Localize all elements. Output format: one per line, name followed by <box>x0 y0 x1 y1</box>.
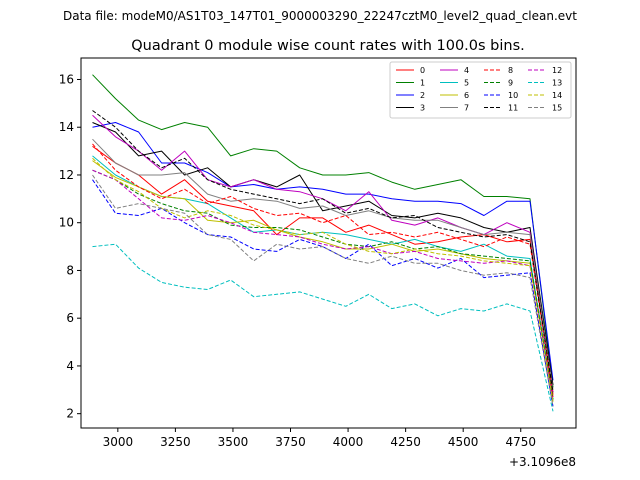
x-axis: 3000 3250 3500 3750 4000 4250 4500 4750 <box>103 428 536 449</box>
axes-frame <box>80 57 577 429</box>
legend-label-12: 12 <box>552 66 562 75</box>
x-tick-label: 4750 <box>505 435 536 449</box>
legend-label-9: 9 <box>508 79 513 88</box>
series-line-2 <box>92 122 554 381</box>
x-tick-label: 3750 <box>275 435 306 449</box>
legend-label-15: 15 <box>552 104 562 113</box>
y-tick-label: 6 <box>66 311 74 325</box>
x-tick-label: 4000 <box>333 435 364 449</box>
y-tick-label: 12 <box>59 168 74 182</box>
x-tick-label: 3250 <box>160 435 191 449</box>
y-tick-label: 2 <box>66 407 74 421</box>
y-axis: 2 4 6 8 10 12 14 16 <box>59 72 81 421</box>
series-line-7 <box>92 138 554 390</box>
suptitle: Data file: modeM0/AS1T03_147T01_90000032… <box>63 9 577 23</box>
legend-label-2: 2 <box>420 91 425 100</box>
series-line-8 <box>92 143 554 398</box>
y-tick-label: 16 <box>59 72 74 86</box>
series-lines <box>92 74 554 412</box>
y-tick-label: 4 <box>66 359 74 373</box>
y-tick-label: 10 <box>59 216 74 230</box>
y-tick-label: 8 <box>66 263 74 277</box>
legend-label-3: 3 <box>420 104 425 113</box>
legend-label-13: 13 <box>552 79 562 88</box>
series-line-12 <box>92 169 554 402</box>
legend-label-4: 4 <box>464 66 469 75</box>
legend-label-11: 11 <box>508 104 518 113</box>
legend-label-5: 5 <box>464 79 469 88</box>
x-tick-label: 4250 <box>390 435 421 449</box>
x-tick-label: 4500 <box>448 435 479 449</box>
legend-label-0: 0 <box>420 66 425 75</box>
y-tick-label: 14 <box>59 120 74 134</box>
x-axis-offset-label: +3.1096e8 <box>509 455 576 469</box>
legend-label-1: 1 <box>420 79 425 88</box>
legend-label-10: 10 <box>508 91 518 100</box>
x-tick-label: 3500 <box>218 435 249 449</box>
series-line-9 <box>92 169 554 400</box>
series-line-14 <box>92 157 554 402</box>
legend-label-6: 6 <box>464 91 469 100</box>
legend-label-8: 8 <box>508 66 513 75</box>
legend-label-14: 14 <box>552 91 562 100</box>
series-line-1 <box>92 74 554 388</box>
series-line-11 <box>92 110 554 393</box>
series-line-15 <box>92 174 554 407</box>
series-line-10 <box>92 179 554 407</box>
x-tick-label: 3000 <box>103 435 134 449</box>
series-line-3 <box>92 122 554 386</box>
chart-title: Quadrant 0 module wise count rates with … <box>131 38 525 54</box>
series-line-6 <box>92 160 554 402</box>
legend-box <box>389 61 572 119</box>
series-line-13 <box>92 243 554 412</box>
legend-label-7: 7 <box>464 104 469 113</box>
